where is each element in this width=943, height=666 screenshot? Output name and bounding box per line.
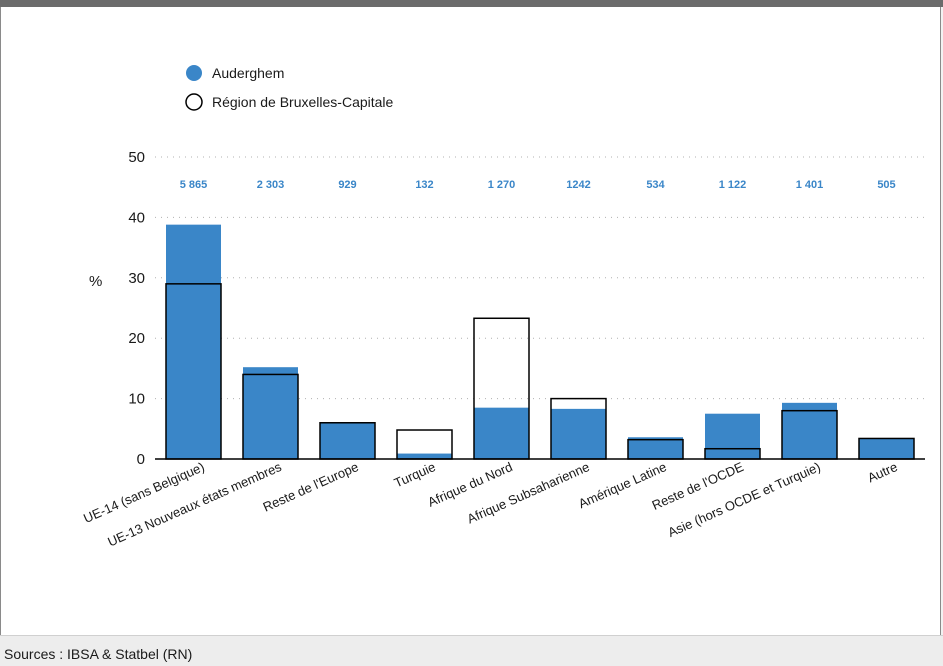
legend-label-auderghem: Auderghem	[212, 65, 284, 81]
bar-auderghem	[166, 224, 221, 459]
y-tick-label: 30	[128, 270, 145, 287]
legend-swatch-auderghem	[186, 65, 202, 81]
bar-auderghem	[320, 422, 375, 459]
category-labels: UE-14 (sans Belgique)UE-13 Nouveaux état…	[81, 459, 900, 550]
y-axis-label: %	[89, 273, 102, 290]
count-label: 2 303	[257, 179, 285, 191]
y-tick-label: 40	[128, 209, 145, 226]
chart-panel	[0, 7, 941, 635]
y-tick-label: 20	[128, 330, 145, 347]
count-label: 1 401	[796, 179, 824, 191]
bar-auderghem	[397, 453, 452, 459]
count-labels: 5 865 2 303 929 132 1 270 1242 534 1 122 1 401 50…	[180, 179, 896, 191]
y-tick-label: 10	[128, 391, 145, 408]
category-label: Turquie	[392, 459, 438, 490]
count-label: 132	[415, 179, 433, 191]
category-label: UE-14 (sans Belgique)	[81, 459, 207, 526]
category-label: Autre	[865, 459, 899, 485]
bar-auderghem	[628, 437, 683, 459]
count-label: 5 865	[180, 179, 208, 191]
count-label: 1 270	[488, 179, 516, 191]
legend-swatch-bruxelles	[185, 93, 203, 111]
bar-auderghem	[474, 407, 529, 459]
bars	[165, 224, 915, 460]
bar-auderghem	[859, 438, 914, 459]
bar-auderghem	[551, 408, 606, 459]
legend-label-bruxelles: Région de Bruxelles-Capitale	[212, 94, 394, 110]
count-label: 1 122	[719, 179, 747, 191]
y-tick-labels: 0 10 20 30 40 50	[128, 149, 145, 468]
count-label: 534	[646, 179, 665, 191]
bar-auderghem	[243, 367, 298, 459]
bar-chart: Auderghem Région de Bruxelles-Capitale %…	[81, 65, 925, 550]
title-bar	[0, 0, 943, 7]
bar-auderghem	[782, 402, 837, 459]
footer-bar	[0, 635, 943, 666]
count-label: 929	[338, 179, 356, 191]
count-label: 1242	[566, 179, 590, 191]
y-tick-label: 0	[137, 451, 145, 468]
grid-lines	[155, 156, 925, 400]
source-note: Sources : IBSA & Statbel (RN)	[4, 646, 193, 662]
y-tick-label: 50	[128, 149, 145, 166]
bar-auderghem	[705, 413, 760, 459]
count-label: 505	[877, 179, 895, 191]
